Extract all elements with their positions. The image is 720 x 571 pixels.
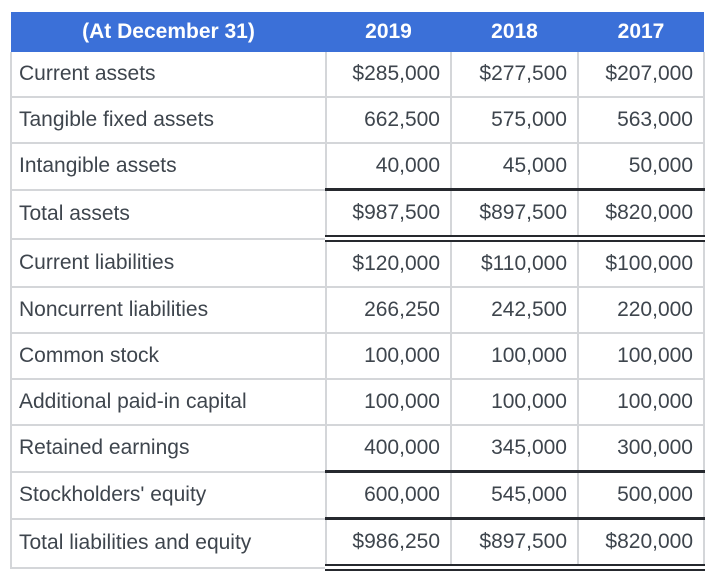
cell-value: 400,000 — [325, 424, 452, 473]
cell-value: 662,500 — [325, 96, 452, 144]
row-label: Noncurrent liabilities — [10, 286, 327, 334]
table-row: Stockholders' equity 600,000 545,000 500,00… — [10, 470, 705, 520]
cell-value: $207,000 — [577, 52, 705, 98]
cell-value: $277,500 — [450, 52, 579, 98]
cell-value: 100,000 — [577, 332, 705, 380]
cell-value: $110,000 — [450, 237, 579, 288]
row-label: Current assets — [10, 52, 327, 98]
table-row: Current assets $285,000 $277,500 $207,000 — [10, 52, 705, 98]
balance-sheet-table: (At December 31) 2019 2018 2017 Current ass… — [10, 12, 705, 571]
cell-value: 345,000 — [450, 424, 579, 473]
row-label: Retained earnings — [10, 424, 327, 473]
table-row: Total liabilities and equity $986,250 $897… — [10, 517, 705, 571]
cell-value: 220,000 — [577, 286, 705, 334]
cell-value: $100,000 — [577, 237, 705, 288]
cell-value: 600,000 — [325, 470, 452, 520]
table-row: Tangible fixed assets 662,500 575,000 563,0… — [10, 96, 705, 144]
cell-value: 100,000 — [450, 332, 579, 380]
cell-value: 500,000 — [577, 470, 705, 520]
cell-value: 100,000 — [325, 378, 452, 426]
cell-value: $820,000 — [577, 188, 705, 242]
header-year-2017: 2017 — [578, 12, 704, 52]
table-row: Noncurrent liabilities 266,250 242,500 220,… — [10, 286, 705, 334]
header-year-2019: 2019 — [326, 12, 451, 52]
table-row: Intangible assets 40,000 45,000 50,000 — [10, 142, 705, 191]
cell-value: 50,000 — [577, 142, 705, 191]
row-label: Common stock — [10, 332, 327, 380]
header-period: (At December 31) — [11, 12, 326, 52]
cell-value: 40,000 — [325, 142, 452, 191]
table-row: Current liabilities $120,000 $110,000 $100,… — [10, 237, 705, 288]
row-label: Tangible fixed assets — [10, 96, 327, 144]
cell-value: 100,000 — [450, 378, 579, 426]
cell-value: 242,500 — [450, 286, 579, 334]
cell-value: $285,000 — [325, 52, 452, 98]
row-label: Total liabilities and equity — [10, 517, 327, 569]
table-row: Retained earnings 400,000 345,000 300,000 — [10, 424, 705, 473]
row-label: Stockholders' equity — [10, 470, 327, 520]
table-row: Additional paid-in capital 100,000 100,000… — [10, 378, 705, 426]
cell-value: 100,000 — [325, 332, 452, 380]
row-label: Total assets — [10, 188, 327, 240]
row-label: Additional paid-in capital — [10, 378, 327, 426]
cell-value: 45,000 — [450, 142, 579, 191]
cell-value: 300,000 — [577, 424, 705, 473]
row-label: Current liabilities — [10, 237, 327, 288]
cell-value: 575,000 — [450, 96, 579, 144]
table-row: Total assets $987,500 $897,500 $820,000 — [10, 188, 705, 242]
cell-value: $120,000 — [325, 237, 452, 288]
cell-value: $987,500 — [325, 188, 452, 242]
cell-value: $986,250 — [325, 517, 452, 571]
cell-value: $897,500 — [450, 517, 579, 571]
row-label: Intangible assets — [10, 142, 327, 191]
cell-value: 545,000 — [450, 470, 579, 520]
table-row: Common stock 100,000 100,000 100,000 — [10, 332, 705, 380]
cell-value: $820,000 — [577, 517, 705, 571]
table-header-row: (At December 31) 2019 2018 2017 — [11, 12, 704, 52]
cell-value: 100,000 — [577, 378, 705, 426]
cell-value: 266,250 — [325, 286, 452, 334]
cell-value: $897,500 — [450, 188, 579, 242]
cell-value: 563,000 — [577, 96, 705, 144]
header-year-2018: 2018 — [451, 12, 578, 52]
